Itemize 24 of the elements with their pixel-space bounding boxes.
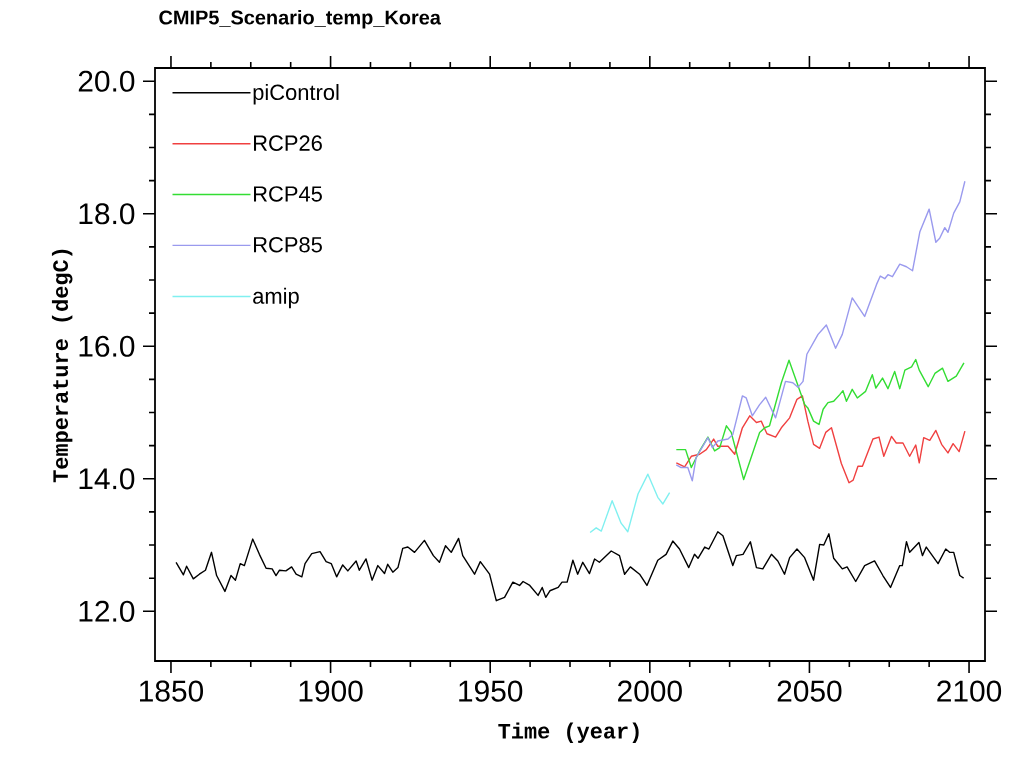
- x-tick-label: 2000: [618, 680, 682, 702]
- line-series: [589, 473, 671, 534]
- x-tick-label: 1900: [299, 680, 363, 702]
- x-tick-label: 1950: [459, 680, 523, 702]
- x-axis-title: Time (year): [498, 722, 639, 743]
- chart-title: CMIP5_Scenario_temp_Korea: [159, 9, 442, 29]
- x-tick-label: 2100: [937, 680, 1002, 702]
- y-axis-title: Temperature (degC): [51, 249, 73, 483]
- y-tick-label: 12.0: [79, 600, 135, 622]
- y-tick-label: 16.0: [79, 335, 135, 357]
- y-tick-label: 18.0: [79, 203, 135, 225]
- legend-label: RCP26: [254, 135, 322, 151]
- line-series: [675, 180, 966, 482]
- legend-label: piControl: [253, 84, 339, 105]
- line-series: [675, 395, 966, 484]
- y-tick-label: 20.0: [78, 70, 135, 92]
- y-tick-label: 14.0: [79, 468, 135, 490]
- legend-label: RCP45: [254, 186, 322, 202]
- legend-label: RCP85: [254, 236, 322, 253]
- legend-label: amip: [253, 287, 299, 309]
- x-tick-label: 2050: [777, 680, 842, 702]
- line-series: [175, 531, 965, 602]
- x-tick-label: 1850: [140, 680, 204, 702]
- line-series: [675, 358, 965, 481]
